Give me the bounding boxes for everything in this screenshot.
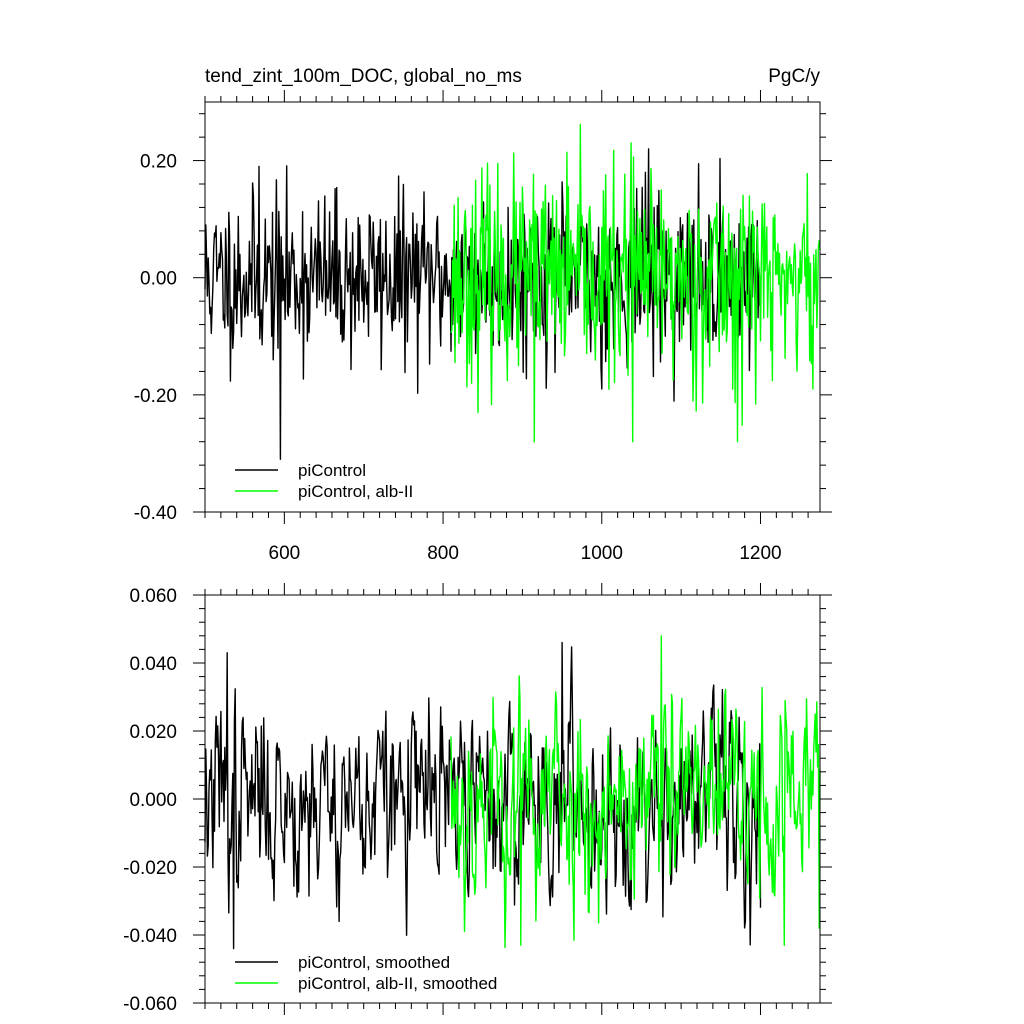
legend-label-picontrol: piControl [298,461,366,480]
bottom-ytick-label: -0.060 [123,994,177,1015]
top-ytick-label: 0.00 [140,269,177,290]
bottom-ytick-label: -0.020 [123,858,177,879]
top-series-line-picontrol-alb-ii [450,123,821,443]
top-xtick-label: 1000 [581,543,623,564]
bottom-ytick-label: 0.020 [129,722,177,743]
top-chart-units: PgC/y [768,66,820,87]
top-chart-title: tend_zint_100m_DOC, global_no_ms [205,66,522,87]
legend-label-picontrol-smoothed: piControl, smoothed [298,953,450,972]
legend-label-picontrol-alb-ii-smoothed: piControl, alb-II, smoothed [298,974,497,993]
bottom-ytick-label: 0.060 [129,586,177,607]
top-series-group [204,123,821,460]
top-ytick-label: -0.20 [134,386,177,407]
bottom-axes: -0.060 -0.040 -0.020 0.000 0.020 0.040 0.060 [123,583,832,1015]
top-panel: tend_zint_100m_DOC, global_no_ms PgC/y -… [134,66,832,564]
bottom-legend: piControl, smoothed piControl, alb-II, s… [235,953,497,993]
top-xtick-label: 1200 [739,543,781,564]
bottom-panel: -0.060 -0.040 -0.020 0.000 0.020 0.040 0.060 p… [123,583,832,1015]
top-axes: -0.40 -0.20 0.00 0.20 600 800 1000 1200 [134,90,832,564]
top-plot-frame [204,101,821,513]
bottom-series-line-picontrol [204,641,762,950]
top-ytick-label: 0.20 [140,152,177,173]
bottom-series-group [204,635,821,950]
top-legend: piControl piControl, alb-II [235,461,413,501]
bottom-ytick-label: -0.040 [123,926,177,947]
legend-label-picontrol-alb-ii: piControl, alb-II [298,482,413,501]
top-ytick-label: -0.40 [134,503,177,524]
bottom-ytick-label: 0.000 [129,790,177,811]
bottom-ytick-label: 0.040 [129,654,177,675]
bottom-series-line-picontrol-alb-ii [450,635,821,949]
top-xtick-label: 600 [269,543,301,564]
top-xtick-label: 800 [427,543,459,564]
